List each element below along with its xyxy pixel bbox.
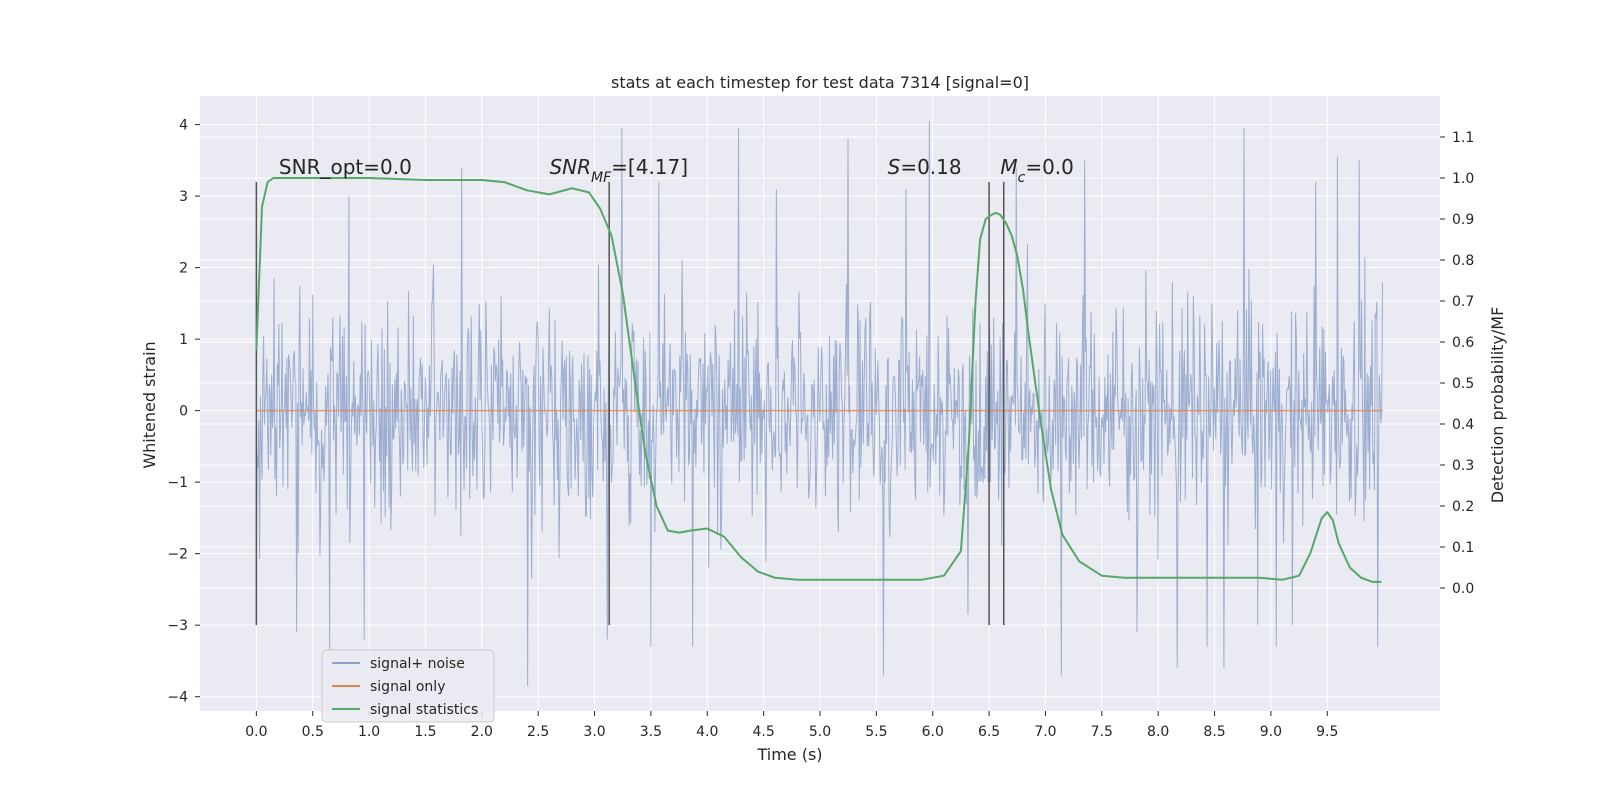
- annotation-1: SNRMF=[4.17]: [549, 155, 688, 186]
- x-tick-label-18: 9.0: [1260, 724, 1282, 740]
- x-tick-label-1: 0.5: [302, 724, 324, 740]
- y-right-tick-label-11: 1.1: [1452, 130, 1474, 146]
- x-tick-label-13: 6.5: [978, 724, 1000, 740]
- legend-label-signal-statistics: signal statistics: [370, 702, 478, 718]
- annotations: SNR_opt=0.0 SNRMF=[4.17] S=0.18 Mc=0.0: [279, 155, 1074, 186]
- y-tick-label-0: −4: [167, 690, 188, 706]
- x-tick-label-4: 2.0: [471, 724, 493, 740]
- signal-statistics-line: [255, 177, 1382, 583]
- legend-label-signal-only: signal only: [370, 679, 445, 695]
- x-tick-label-19: 9.5: [1316, 724, 1338, 740]
- series-signal-statistics: [255, 177, 1382, 583]
- signal-noise-line: [255, 121, 1384, 686]
- y-right-tick-label-0: 0.0: [1452, 581, 1474, 597]
- annotation-1-part-1: MF: [591, 170, 612, 186]
- y-right-tick-label-7: 0.7: [1452, 294, 1474, 310]
- grid-lines: [200, 96, 1440, 711]
- annotation-0: SNR_opt=0.0: [279, 155, 412, 179]
- y-tick-label-7: 3: [179, 189, 188, 205]
- annotation-2-part-1: =0.18: [900, 155, 961, 179]
- legend: signal+ noise signal only signal statist…: [321, 649, 495, 723]
- y-tick-label-1: −3: [167, 618, 188, 634]
- x-tick-label-8: 4.0: [696, 724, 718, 740]
- legend-box: [321, 649, 495, 723]
- y-axis-right-label: Detection probability/MF: [1488, 307, 1507, 504]
- annotation-3-part-2: =0.0: [1025, 155, 1074, 179]
- annotation-1-part-0: SNR: [549, 155, 591, 179]
- y-right-tick-label-10: 1.0: [1452, 171, 1474, 187]
- x-tick-label-11: 5.5: [865, 724, 887, 740]
- y-right-tick-label-9: 0.9: [1452, 212, 1474, 228]
- y-right-tick-label-2: 0.2: [1452, 499, 1474, 515]
- chart-title: stats at each timestep for test data 731…: [611, 73, 1029, 92]
- x-tick-label-12: 6.0: [922, 724, 944, 740]
- legend-label-signal-noise: signal+ noise: [370, 656, 465, 672]
- annotation-0-part-0: SNR_opt=0.0: [279, 155, 412, 179]
- x-tick-label-17: 8.5: [1203, 724, 1225, 740]
- annotation-3-part-1: c: [1018, 170, 1026, 186]
- x-tick-label-6: 3.0: [583, 724, 605, 740]
- x-tick-label-2: 1.0: [358, 724, 380, 740]
- x-tick-label-0: 0.0: [245, 724, 267, 740]
- y-right-tick-label-6: 0.6: [1452, 335, 1474, 351]
- annotation-3: Mc=0.0: [1000, 155, 1074, 186]
- y-tick-label-5: 1: [179, 332, 188, 348]
- x-tick-label-10: 5.0: [809, 724, 831, 740]
- x-tick-label-16: 8.0: [1147, 724, 1169, 740]
- x-axis-ticks: 0.0 0.5 1.0 1.5 2.0 2.5 3.0 3.5 4.0 4.5 5.0 5.5 6.0 6…: [245, 711, 1338, 740]
- annotation-1-part-2: =[4.17]: [611, 155, 688, 179]
- y-tick-label-2: −2: [167, 547, 188, 563]
- y-right-tick-label-4: 0.4: [1452, 417, 1474, 433]
- x-tick-label-14: 7.0: [1034, 724, 1056, 740]
- y-tick-label-3: −1: [167, 475, 188, 491]
- x-tick-label-9: 4.5: [753, 724, 775, 740]
- y-tick-label-6: 2: [179, 261, 188, 277]
- x-tick-label-5: 2.5: [527, 724, 549, 740]
- marker-vertical-lines: [255, 181, 1005, 626]
- y-right-tick-label-3: 0.3: [1452, 458, 1474, 474]
- x-tick-label-3: 1.5: [414, 724, 436, 740]
- series-signal-noise: [255, 121, 1384, 686]
- x-tick-label-7: 3.5: [640, 724, 662, 740]
- y-tick-label-8: 4: [179, 118, 188, 134]
- x-tick-label-15: 7.5: [1091, 724, 1113, 740]
- annotation-2-part-0: S: [888, 155, 901, 179]
- x-axis-label: Time (s): [756, 745, 822, 764]
- annotation-2: S=0.18: [888, 155, 962, 179]
- y-axis-right-ticks: 0.0 0.1 0.2 0.3 0.4 0.5 0.6 0.7 0.8 0.9 1.0 1.1: [1440, 130, 1474, 597]
- y-axis-left-ticks: −4 −3 −2 −1 0 1 2 3 4: [167, 118, 200, 706]
- y-axis-left-label: Whitened strain: [140, 341, 159, 468]
- y-right-tick-label-5: 0.5: [1452, 376, 1474, 392]
- y-tick-label-4: 0: [179, 404, 188, 420]
- y-right-tick-label-1: 0.1: [1452, 540, 1474, 556]
- y-right-tick-label-8: 0.8: [1452, 253, 1474, 269]
- annotation-3-part-0: M: [1000, 155, 1017, 179]
